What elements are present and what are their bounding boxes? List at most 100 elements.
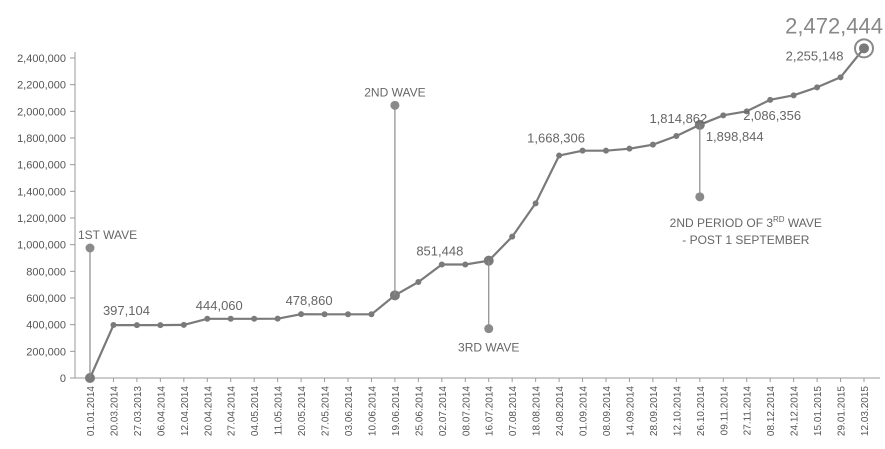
annotation-label: 3RD WAVE (458, 341, 519, 355)
data-label: 851,448 (416, 243, 463, 258)
x-tick-label: 19.06.2014 (391, 386, 402, 436)
data-point (227, 315, 234, 322)
series-line (88, 47, 865, 379)
data-point (814, 84, 821, 91)
annotation-label-part: 2ND PERIOD OF 3 (670, 216, 774, 230)
data-point (462, 261, 469, 268)
x-tick-label: 14.09.2014 (625, 386, 636, 436)
data-point (859, 43, 869, 54)
x-tick-label: 12.10.2014 (672, 386, 683, 436)
x-tick-label: 07.08.2014 (508, 386, 519, 436)
data-point (298, 311, 305, 318)
x-tick-label: 27.05.2014 (321, 386, 332, 436)
annotation-label-part: WAVE (785, 216, 822, 230)
y-tick-label: 1,200,000 (17, 213, 66, 225)
data-label: 2,086,356 (743, 108, 801, 123)
x-tick-label: 27.03.2013 (133, 386, 144, 436)
x-tick-label: 28.09.2014 (649, 386, 660, 436)
data-point (157, 322, 164, 329)
data-label: 478,860 (286, 293, 333, 308)
data-point (603, 147, 609, 154)
x-tick-label: 11.05.2014 (274, 386, 285, 436)
data-point (767, 96, 774, 103)
data-label: 1,814,862 (649, 111, 707, 126)
y-tick-label: 1,400,000 (17, 186, 66, 198)
annotation-layer: 1ST WAVE 2ND WAVE 3RD WAVE 2ND PERIOD OF 3R… (78, 85, 822, 378)
y-tick-label: 1,800,000 (17, 133, 66, 145)
data-label: 397,104 (103, 303, 150, 318)
y-axis: 0 200,000 400,000 600,000 800,000 1,000,000 1,… (17, 52, 76, 385)
data-point (579, 147, 586, 154)
annotation-end-dot (484, 324, 494, 334)
data-label: 444,060 (196, 298, 243, 313)
data-label: 2,255,148 (786, 48, 844, 63)
data-label: 1,898,844 (706, 129, 764, 144)
data-point (720, 112, 727, 119)
x-tick-label: 24.08.2014 (555, 386, 566, 436)
annotation-end-dot (85, 243, 95, 253)
data-point (180, 321, 187, 328)
data-point (321, 311, 328, 318)
data-point (673, 133, 680, 140)
y-tick-label: 2,200,000 (17, 80, 66, 92)
x-tick-label: 08.12.2014 (766, 386, 777, 436)
data-point (790, 92, 797, 99)
x-tick-label: 12.04.2014 (180, 386, 191, 436)
y-tick-label: 600,000 (26, 293, 66, 305)
x-tick-label: 29.01.2015 (837, 386, 848, 436)
x-tick-label: 20.03.2014 (109, 386, 120, 436)
x-tick-label: 16.07.2014 (485, 386, 496, 436)
data-point (345, 311, 351, 318)
annotation-label: 1ST WAVE (78, 228, 137, 242)
data-point (274, 315, 281, 322)
x-tick-label: 18.08.2014 (532, 386, 543, 436)
x-tick-label: 24.12.2014 (790, 386, 801, 436)
x-tick-label: 01.01.2014 (86, 386, 97, 436)
data-point (532, 200, 539, 207)
data-point (556, 152, 563, 159)
x-tick-label: 12.03.2015 (860, 386, 871, 436)
x-tick-label: 15.01.2015 (813, 386, 824, 436)
data-point (837, 74, 844, 81)
y-tick-label: 200,000 (26, 346, 66, 358)
x-tick-label: 26.10.2014 (696, 386, 707, 436)
x-tick-label: 01.09.2014 (579, 386, 590, 436)
data-point (743, 108, 750, 115)
x-tick-label: 27.04.2014 (227, 386, 238, 436)
x-tick-label: 06.04.2014 (156, 386, 167, 436)
y-tick-label: 800,000 (26, 266, 66, 278)
annotation-label: 2ND WAVE (364, 85, 425, 99)
y-tick-label: 0 (60, 373, 66, 385)
x-tick-label: 09.11.2014 (719, 386, 730, 436)
max-value-label: 2,472,444 (785, 13, 883, 38)
max-point-ring (854, 38, 874, 59)
x-tick-label: 27.11.2014 (743, 386, 754, 436)
data-point (110, 322, 117, 329)
data-point (649, 141, 656, 148)
data-point (133, 322, 140, 329)
y-tick-label: 400,000 (26, 320, 66, 332)
x-tick-label: 03.06.2014 (344, 386, 355, 436)
x-tick-label: 10.06.2014 (367, 386, 378, 436)
x-tick-label: 20.05.2014 (297, 386, 308, 436)
data-point (626, 145, 633, 152)
data-point (251, 315, 258, 322)
x-tick-label: 08.09.2014 (602, 386, 613, 436)
annotation-end-dot (390, 100, 400, 110)
y-tick-label: 1,600,000 (17, 160, 66, 172)
y-tick-label: 1,000,000 (17, 240, 66, 252)
x-tick-label: 04.05.2014 (250, 386, 261, 436)
annotation-label: 2ND PERIOD OF 3RD WAVE (670, 215, 822, 230)
y-tick-label: 2,400,000 (17, 53, 66, 65)
annotation-end-dot (695, 192, 705, 202)
x-tick-label: 20.04.2014 (203, 386, 214, 436)
annotation-label: - POST 1 SEPTEMBER (682, 233, 809, 247)
x-tick-label: 08.07.2014 (461, 386, 472, 436)
data-point (415, 279, 422, 285)
x-tick-label: 25.06.2014 (414, 386, 425, 436)
data-point (204, 315, 211, 322)
data-point (368, 311, 375, 318)
annotation-label-superscript: RD (773, 215, 785, 224)
